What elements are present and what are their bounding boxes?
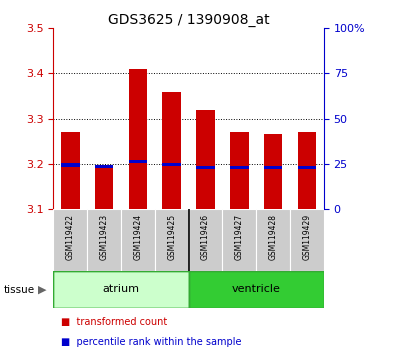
Title: GDS3625 / 1390908_at: GDS3625 / 1390908_at xyxy=(108,13,269,27)
Bar xyxy=(298,132,316,209)
Text: GSM119423: GSM119423 xyxy=(100,214,109,260)
Bar xyxy=(121,209,155,271)
Bar xyxy=(53,209,87,271)
Bar xyxy=(61,132,79,209)
Bar xyxy=(162,163,181,166)
Bar xyxy=(290,209,324,271)
Text: GSM119422: GSM119422 xyxy=(66,214,75,260)
Text: GSM119428: GSM119428 xyxy=(269,214,278,260)
Text: ▶: ▶ xyxy=(38,285,47,295)
Text: ■  percentile rank within the sample: ■ percentile rank within the sample xyxy=(61,337,242,347)
Bar xyxy=(155,209,189,271)
Bar xyxy=(53,271,189,308)
Bar xyxy=(95,168,113,209)
Bar xyxy=(196,166,215,169)
Text: GSM119427: GSM119427 xyxy=(235,214,244,260)
Bar xyxy=(189,271,324,308)
Text: GSM119424: GSM119424 xyxy=(134,214,142,260)
Text: atrium: atrium xyxy=(102,284,139,295)
Bar xyxy=(222,209,256,271)
Bar xyxy=(95,165,113,169)
Bar xyxy=(162,92,181,209)
Text: tissue: tissue xyxy=(4,285,35,295)
Bar xyxy=(264,135,282,209)
Bar xyxy=(264,166,282,169)
Bar xyxy=(189,209,222,271)
Bar xyxy=(230,132,248,209)
Bar xyxy=(196,110,215,209)
Bar xyxy=(61,164,79,167)
Bar xyxy=(256,209,290,271)
Text: GSM119425: GSM119425 xyxy=(167,214,176,260)
Text: GSM119429: GSM119429 xyxy=(303,214,312,260)
Bar xyxy=(87,209,121,271)
Bar xyxy=(129,69,147,209)
Text: GSM119426: GSM119426 xyxy=(201,214,210,260)
Text: ■  transformed count: ■ transformed count xyxy=(61,317,167,327)
Text: ventricle: ventricle xyxy=(232,284,281,295)
Bar xyxy=(129,160,147,163)
Bar xyxy=(298,166,316,169)
Bar xyxy=(230,166,248,169)
